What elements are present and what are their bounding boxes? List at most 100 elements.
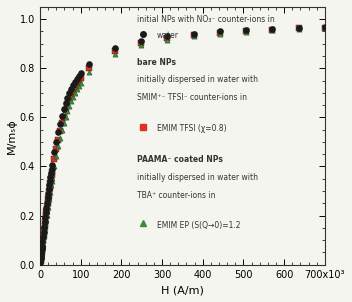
Point: [63, 101, 68, 106]
Point: [49, 173, 55, 178]
Point: [243, 28, 249, 33]
Point: [43, 210, 49, 215]
Point: [41, 230, 46, 235]
Point: [40, 235, 46, 240]
Point: [138, 43, 144, 47]
Point: [191, 34, 196, 39]
Point: [72, 90, 78, 95]
Text: EMIM EP (S(Q→0)=1.2: EMIM EP (S(Q→0)=1.2: [157, 221, 240, 230]
Point: [45, 191, 51, 196]
Point: [39, 248, 45, 253]
Point: [38, 256, 44, 261]
Point: [49, 162, 55, 167]
Point: [48, 170, 54, 175]
Point: [40, 237, 46, 242]
Point: [38, 252, 44, 257]
Point: [296, 26, 301, 31]
Point: [51, 150, 57, 155]
Point: [67, 91, 72, 96]
Point: [39, 247, 45, 252]
Point: [86, 66, 92, 71]
Point: [53, 153, 59, 158]
Point: [63, 108, 68, 113]
Point: [296, 27, 301, 32]
Point: [59, 114, 64, 119]
Point: [78, 80, 83, 85]
Point: [42, 220, 48, 224]
Text: PAAMA⁻ coated NPs: PAAMA⁻ coated NPs: [137, 155, 223, 164]
Point: [38, 250, 44, 255]
Point: [270, 26, 275, 31]
Point: [112, 49, 118, 53]
Text: initially dispersed in water with: initially dispersed in water with: [137, 75, 258, 84]
Point: [191, 32, 196, 37]
Point: [47, 185, 53, 189]
Point: [74, 82, 80, 86]
Point: [138, 38, 144, 43]
Point: [61, 114, 67, 119]
Point: [61, 107, 67, 112]
Point: [39, 247, 44, 252]
Point: [44, 210, 49, 214]
Point: [67, 97, 72, 102]
Point: [68, 93, 74, 98]
Point: [49, 169, 55, 174]
Point: [78, 76, 83, 80]
Point: [191, 31, 196, 36]
Point: [270, 28, 275, 33]
Point: [44, 209, 50, 214]
Point: [42, 229, 47, 234]
Text: initial NPs with NO₃⁻ counter-ions in: initial NPs with NO₃⁻ counter-ions in: [137, 15, 275, 24]
Point: [42, 223, 48, 228]
Point: [39, 246, 45, 251]
Point: [38, 257, 43, 262]
Point: [40, 238, 46, 243]
Point: [39, 251, 44, 255]
Point: [55, 130, 61, 135]
Point: [65, 102, 70, 107]
Point: [45, 196, 50, 201]
Point: [55, 137, 61, 142]
Text: EMIM TFSI (χ=0.8): EMIM TFSI (χ=0.8): [157, 124, 226, 133]
Point: [49, 175, 55, 180]
Point: [48, 182, 54, 187]
Point: [44, 213, 49, 217]
Point: [72, 85, 78, 90]
Point: [76, 73, 82, 78]
Point: [61, 121, 67, 126]
Point: [38, 259, 43, 264]
Point: [38, 254, 44, 259]
Point: [46, 187, 51, 192]
Point: [44, 205, 49, 210]
Point: [46, 188, 52, 193]
Point: [39, 248, 44, 253]
Point: [38, 251, 44, 256]
Point: [41, 233, 46, 237]
Point: [41, 233, 46, 238]
Point: [41, 228, 47, 233]
Text: initially dispersed in water with: initially dispersed in water with: [137, 173, 258, 182]
Point: [38, 258, 43, 262]
Point: [47, 178, 53, 183]
Point: [74, 87, 80, 92]
Point: [67, 103, 72, 108]
Point: [217, 29, 223, 34]
Text: water: water: [157, 31, 179, 40]
Point: [49, 166, 55, 171]
Point: [47, 189, 53, 194]
Point: [138, 40, 144, 45]
Point: [57, 136, 63, 140]
Point: [57, 121, 63, 126]
Point: [38, 256, 44, 261]
Point: [165, 34, 170, 39]
Point: [39, 245, 45, 250]
Point: [45, 201, 51, 206]
Point: [48, 186, 53, 191]
Point: [322, 24, 328, 29]
Point: [165, 36, 170, 40]
Point: [38, 256, 44, 261]
Point: [38, 257, 43, 262]
Point: [40, 242, 45, 247]
Point: [63, 114, 68, 119]
Point: [39, 248, 44, 253]
